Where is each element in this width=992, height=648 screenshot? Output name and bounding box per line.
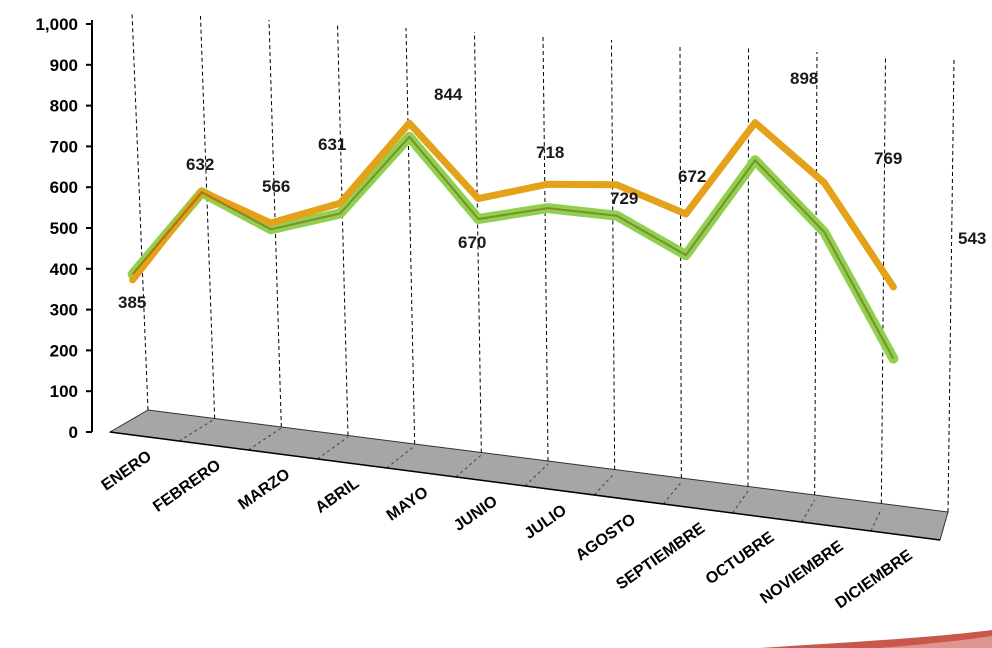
x-tick-label: DICIEMBRE — [832, 547, 916, 613]
gridlines — [131, 11, 955, 513]
series-lines — [127, 119, 899, 364]
y-tick-label: 600 — [50, 178, 78, 197]
data-label: 769 — [874, 149, 902, 168]
gridline — [200, 15, 216, 419]
x-tick-label: ENERO — [99, 448, 155, 495]
data-label: 729 — [610, 189, 638, 208]
data-label: 898 — [790, 69, 818, 88]
data-label: 385 — [118, 293, 146, 312]
x-tick-label: OCTUBRE — [703, 529, 778, 588]
data-label: 543 — [958, 229, 986, 248]
gridline — [880, 55, 886, 504]
y-tick-label: 900 — [50, 56, 78, 75]
x-tick-label: MARZO — [235, 466, 293, 514]
data-labels: 385 632 566 631 844 670 718 729 672 898 769 543 — [118, 69, 986, 312]
floor-divider — [870, 508, 882, 532]
gridline — [337, 23, 349, 436]
gridline — [814, 51, 818, 496]
floor-divider — [248, 427, 282, 451]
x-axis-line — [109, 431, 941, 541]
data-label: 670 — [458, 233, 486, 252]
y-tick-label: 1,000 — [35, 15, 78, 34]
x-tick-label: AGOSTO — [573, 511, 639, 565]
data-label: 632 — [186, 155, 214, 174]
x-tick-label: MAYO — [384, 484, 432, 525]
floor-divider — [317, 436, 349, 460]
gridline — [679, 43, 682, 479]
gridline — [947, 59, 955, 513]
floor-divider — [178, 418, 215, 442]
chart-floor — [108, 409, 949, 541]
y-tick-label: 700 — [50, 137, 78, 156]
y-tick-label: 800 — [50, 97, 78, 116]
floor-plane — [108, 409, 949, 541]
gridline — [747, 47, 749, 487]
y-tick-label: 200 — [50, 341, 78, 360]
gridline — [611, 39, 616, 470]
floor-divider — [662, 481, 682, 505]
y-tick-label: 400 — [50, 260, 78, 279]
floor-divider — [593, 472, 616, 496]
gridline — [405, 27, 416, 445]
floor-divider — [524, 463, 549, 487]
x-tick-label: FEBRERO — [150, 457, 224, 516]
y-tick-label: 100 — [50, 382, 78, 401]
data-label: 631 — [318, 135, 346, 154]
y-axis: 0 100 200 300 400 500 600 700 800 900 1,000 — [35, 15, 93, 442]
y-tick-label: 500 — [50, 219, 78, 238]
decorative-swoosh — [760, 630, 992, 648]
gridline — [131, 11, 149, 411]
floor-divider — [732, 490, 749, 514]
gridline — [542, 35, 549, 462]
series-line-core — [131, 135, 895, 360]
floor-divider — [801, 499, 816, 523]
x-tick-label: JULIO — [522, 502, 570, 543]
x-tick-label: ABRIL — [313, 475, 363, 517]
y-tick-label: 0 — [69, 423, 78, 442]
data-label: 718 — [536, 143, 564, 162]
data-label: 672 — [678, 167, 706, 186]
data-label: 566 — [262, 177, 290, 196]
y-tick-label: 300 — [50, 301, 78, 320]
x-tick-label: JUNIO — [451, 493, 501, 535]
gridline — [474, 31, 482, 453]
series-line — [127, 131, 899, 364]
data-label: 844 — [434, 85, 463, 104]
series-line — [129, 119, 897, 291]
